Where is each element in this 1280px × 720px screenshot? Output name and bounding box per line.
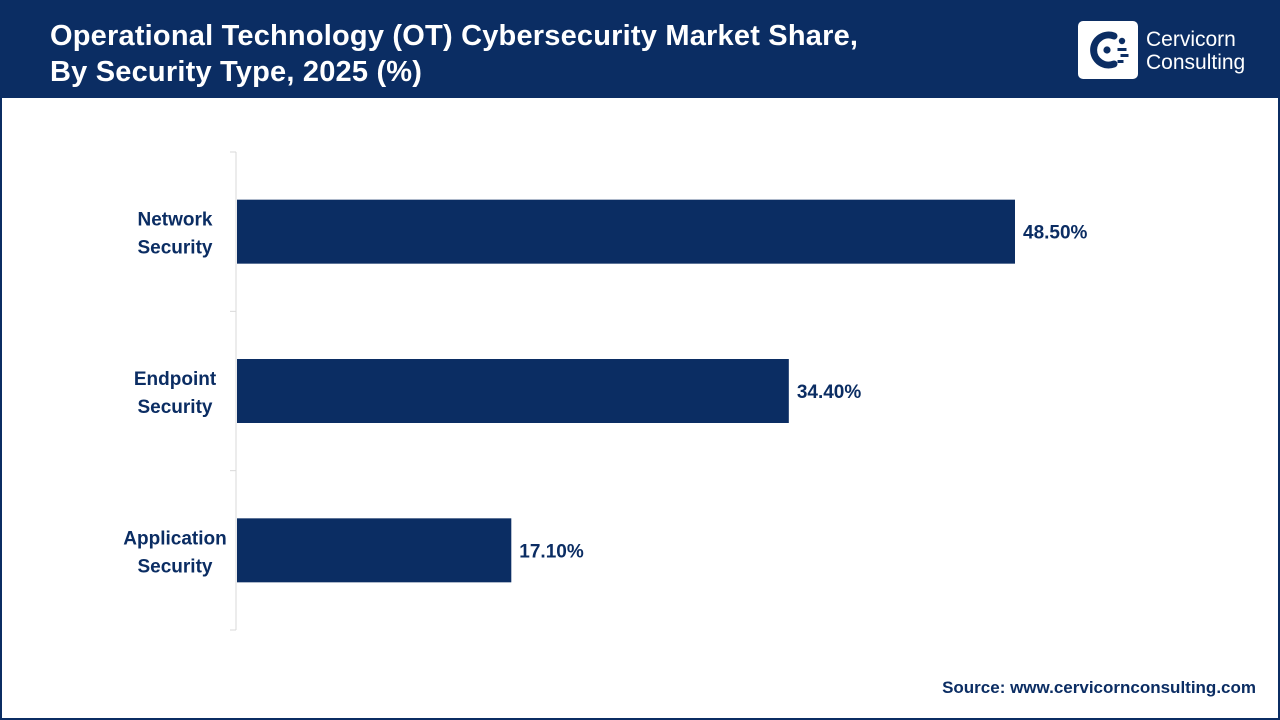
- logo-name-line-1: Cervicorn: [1146, 28, 1236, 51]
- category-label-1: Endpoint Security: [134, 369, 217, 418]
- category-label-2-line-0: Application: [123, 528, 226, 549]
- data-label-0: 48.50%: [1023, 223, 1088, 244]
- category-label-0-line-0: Network: [138, 210, 213, 231]
- category-label-1-line-1: Security: [138, 397, 213, 418]
- chart-title-line-1: Operational Technology (OT) Cybersecurit…: [50, 20, 859, 52]
- header-banner: Operational Technology (OT) Cybersecurit…: [2, 2, 1278, 98]
- category-label-2: Application Security: [123, 528, 226, 577]
- category-label-2-line-1: Security: [138, 556, 213, 577]
- chart-title: Operational Technology (OT) Cybersecurit…: [50, 18, 858, 90]
- data-label-2: 17.10%: [519, 541, 584, 562]
- chart-title-line-2: By Security Type, 2025 (%): [50, 56, 423, 88]
- bar-2: [237, 518, 512, 583]
- bar-1: [237, 359, 789, 423]
- category-label-0-line-1: Security: [138, 238, 213, 259]
- category-label-0: Network Security: [138, 210, 213, 259]
- logo-wordmark: Cervicorn Consulting: [1146, 28, 1245, 74]
- source-note: Source: www.cervicornconsulting.com: [942, 678, 1256, 697]
- cervicorn-logo-icon: [1078, 21, 1138, 79]
- bar-0: [237, 199, 1015, 264]
- logo-name-line-2: Consulting: [1146, 51, 1246, 74]
- data-label-1: 34.40%: [797, 382, 862, 403]
- category-label-1-line-0: Endpoint: [134, 369, 217, 390]
- company-logo: Cervicorn Consulting: [1078, 20, 1268, 82]
